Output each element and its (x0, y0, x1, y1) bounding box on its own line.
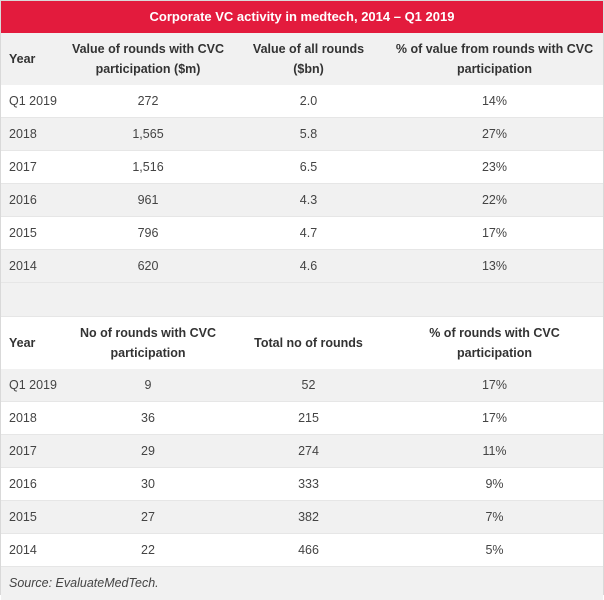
cell-year: 2014 (1, 533, 65, 566)
cell-total: 382 (231, 500, 386, 534)
cell-total: 333 (231, 467, 386, 501)
cell-year: Q1 2019 (1, 85, 65, 118)
header-pct-rounds-cvc: % of rounds with CVC participation (386, 317, 603, 369)
cell-pct: 23% (386, 150, 603, 184)
cell-value-cvc: 620 (65, 249, 231, 282)
cell-year: 2018 (1, 117, 65, 151)
table-row: 2017 1,516 6.5 23% (1, 150, 603, 184)
rounds-table: Year No of rounds with CVC participation… (1, 317, 603, 566)
table-row: Q1 2019 9 52 17% (1, 369, 603, 402)
cell-value-cvc: 1,516 (65, 150, 231, 184)
cell-value-cvc: 796 (65, 216, 231, 250)
cell-no-cvc: 29 (65, 434, 231, 468)
cell-no-cvc: 9 (65, 369, 231, 402)
cell-year: 2015 (1, 216, 65, 250)
cell-value-cvc: 961 (65, 183, 231, 217)
cell-year: 2014 (1, 249, 65, 282)
table-row: 2015 27 382 7% (1, 500, 603, 534)
header-value-all-rounds: Value of all rounds ($bn) (231, 33, 386, 85)
cell-value-all: 2.0 (231, 85, 386, 118)
cell-pct: 7% (386, 500, 603, 534)
cell-value-all: 4.6 (231, 249, 386, 282)
header-pct-value-cvc: % of value from rounds with CVC particip… (386, 33, 603, 85)
table-row: 2015 796 4.7 17% (1, 216, 603, 250)
source-note: Source: EvaluateMedTech. (1, 566, 603, 600)
cell-value-all: 4.7 (231, 216, 386, 250)
cell-value-all: 4.3 (231, 183, 386, 217)
cell-pct: 17% (386, 216, 603, 250)
cell-pct: 9% (386, 467, 603, 501)
cell-year: Q1 2019 (1, 369, 65, 402)
header-no-cvc-rounds: No of rounds with CVC participation (65, 317, 231, 369)
cell-year: 2017 (1, 434, 65, 468)
cell-year: 2018 (1, 401, 65, 435)
cell-year: 2016 (1, 183, 65, 217)
value-table-header-row: Year Value of rounds with CVC participat… (1, 33, 603, 85)
table-row: Q1 2019 272 2.0 14% (1, 85, 603, 118)
cell-pct: 11% (386, 434, 603, 468)
cell-pct: 13% (386, 249, 603, 282)
cell-total: 52 (231, 369, 386, 402)
cell-value-cvc: 272 (65, 85, 231, 118)
cell-no-cvc: 27 (65, 500, 231, 534)
cell-no-cvc: 36 (65, 401, 231, 435)
cell-pct: 17% (386, 369, 603, 402)
table-row: 2018 36 215 17% (1, 401, 603, 435)
cell-value-all: 5.8 (231, 117, 386, 151)
cell-year: 2017 (1, 150, 65, 184)
cell-value-cvc: 1,565 (65, 117, 231, 151)
table-row: 2016 961 4.3 22% (1, 183, 603, 217)
cell-no-cvc: 30 (65, 467, 231, 501)
cell-year: 2015 (1, 500, 65, 534)
header-year: Year (1, 317, 65, 369)
cell-value-all: 6.5 (231, 150, 386, 184)
rounds-table-header-row: Year No of rounds with CVC participation… (1, 317, 603, 369)
cell-pct: 22% (386, 183, 603, 217)
table-row: 2014 620 4.6 13% (1, 249, 603, 282)
cell-total: 215 (231, 401, 386, 435)
cell-year: 2016 (1, 467, 65, 501)
table-row: 2014 22 466 5% (1, 533, 603, 566)
table-row: 2016 30 333 9% (1, 467, 603, 501)
cell-pct: 27% (386, 117, 603, 151)
cell-no-cvc: 22 (65, 533, 231, 566)
header-total-rounds: Total no of rounds (231, 317, 386, 369)
table-row: 2017 29 274 11% (1, 434, 603, 468)
cell-pct: 5% (386, 533, 603, 566)
header-year: Year (1, 33, 65, 85)
cell-pct: 14% (386, 85, 603, 118)
section-divider (1, 282, 603, 317)
cell-total: 274 (231, 434, 386, 468)
header-value-cvc-rounds: Value of rounds with CVC participation (… (65, 33, 231, 85)
table-row: 2018 1,565 5.8 27% (1, 117, 603, 151)
cell-pct: 17% (386, 401, 603, 435)
table-title: Corporate VC activity in medtech, 2014 –… (1, 1, 603, 33)
value-table: Year Value of rounds with CVC participat… (1, 33, 603, 282)
cell-total: 466 (231, 533, 386, 566)
